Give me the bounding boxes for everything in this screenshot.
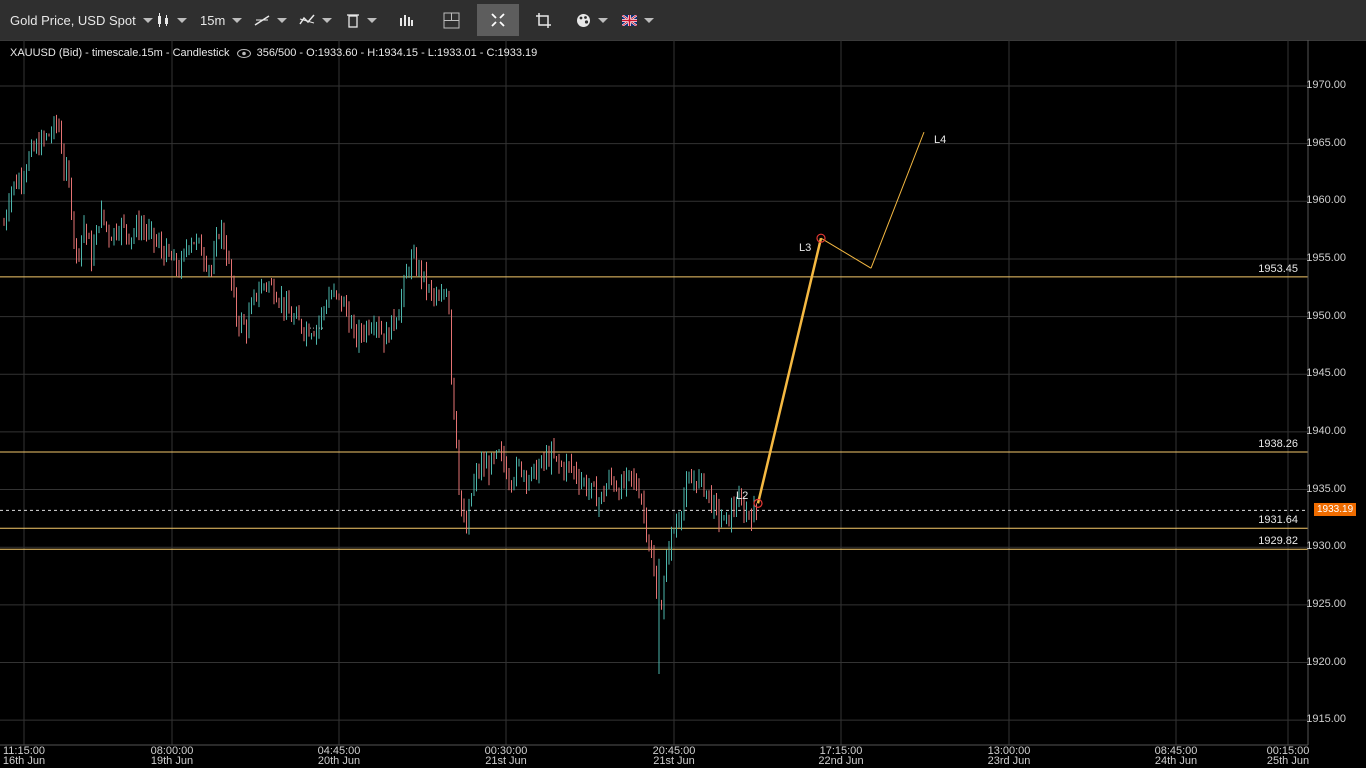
candlestick-series [3,114,757,675]
delete-button[interactable] [346,4,377,36]
x-tick-date: 23rd Jun [987,755,1031,767]
chevron-down-icon [367,17,377,23]
y-tick-label: 1925.00 [1306,597,1346,610]
x-tick-time: 13:00:00 [987,745,1031,757]
chevron-down-icon [598,17,608,23]
y-tick-label: 1950.00 [1306,309,1346,322]
bar-chart-icon [400,15,413,26]
y-tick-label: 1945.00 [1306,367,1346,380]
x-tick-date: 22nd Jun [818,755,864,767]
y-tick-label: 1935.00 [1306,482,1346,495]
candlestick-icon [158,13,168,27]
chart-grid [0,40,1308,745]
x-tick-label: 17:15:00 22nd Jun [801,745,881,767]
ohlc-values: 356/500 - O:1933.60 - H:1934.15 - L:1933… [256,47,538,59]
level-label: 1929.82 [1258,535,1298,548]
y-tick-label: 1940.00 [1306,424,1346,437]
y-tick-label: 1960.00 [1306,194,1346,207]
chart-info-line: XAUUSD (Bid) - timescale.15m - Candlesti… [10,47,537,59]
x-tick-label: 04:45:00 20th Jun [299,745,379,767]
chevron-down-icon [232,17,243,23]
x-tick-date: 19th Jun [150,755,194,767]
projection-segment[interactable] [756,237,823,504]
volume-button[interactable] [399,4,413,36]
chevron-down-icon [277,17,287,23]
draw-line-icon [254,15,270,26]
fullscreen-button[interactable] [477,4,519,36]
crosshair-icon [443,12,460,28]
chevron-down-icon [142,17,153,23]
crosshair-button[interactable] [443,4,460,36]
projection-label: L2 [736,490,749,503]
x-tick-time: 17:15:00 [819,745,863,757]
fullscreen-icon [491,13,505,27]
x-tick-time: 08:45:00 [1154,745,1198,757]
palette-icon [577,13,590,27]
x-tick-time: 20:45:00 [652,745,696,757]
projection-handle[interactable] [816,233,826,243]
timeframe-label: 15m [200,12,226,28]
projection-segment[interactable] [870,131,925,269]
y-tick-label: 1970.00 [1306,79,1346,91]
symbol-label: XAUUSD (Bid) - timescale.15m - Candlesti… [10,47,230,59]
instrument-selector[interactable]: Gold Price, USD Spot [10,4,153,36]
flag-uk-icon [622,14,637,26]
chart-type-button[interactable] [156,4,187,36]
x-tick-date: 20th Jun [317,755,361,767]
x-tick-date: 24th Jun [1154,755,1198,767]
projection-handle[interactable] [753,498,763,508]
screenshot-icon [536,12,551,28]
x-tick-label: 13:00:00 23rd Jun [969,745,1049,767]
theme-button[interactable] [576,4,608,36]
chevron-down-icon [322,17,332,23]
x-tick-date: 21st Jun [485,755,527,767]
y-tick-label: 1955.00 [1306,251,1346,264]
projection-lines[interactable] [753,131,925,508]
eye-icon[interactable] [236,48,251,58]
x-tick-time: 11:15:00 [2,745,45,757]
x-tick-date: 21st Jun [653,755,695,767]
chevron-down-icon [644,17,654,23]
x-tick-label: 11:15:00 16th Jun [0,745,64,767]
projection-segment[interactable] [820,237,872,269]
x-tick-label: 20:45:00 21st Jun [634,745,714,767]
x-tick-label: 08:00:00 19th Jun [132,745,212,767]
horizontal-levels [0,276,1308,550]
y-tick-label: 1930.00 [1306,540,1346,553]
indicator-button[interactable] [299,4,332,36]
y-tick-label: 1965.00 [1306,136,1346,149]
x-tick-time: 08:00:00 [150,745,194,757]
price-chart[interactable] [0,40,1366,768]
x-tick-label: 08:45:00 24th Jun [1136,745,1216,767]
language-button[interactable] [622,4,654,36]
current-price-badge: 1933.19 [1314,503,1357,517]
level-label: 1938.26 [1258,437,1298,450]
instrument-label: Gold Price, USD Spot [10,12,136,28]
level-label: 1953.45 [1258,262,1298,275]
timeframe-selector[interactable]: 15m [200,4,243,36]
projection-label: L3 [799,242,812,255]
x-tick-label: 00:15:00 25th Jun [1248,745,1328,767]
x-tick-date: 25th Jun [1266,755,1310,767]
x-tick-time: 00:30:00 [484,745,528,757]
indicator-icon [299,14,315,25]
draw-line-button[interactable] [254,4,287,36]
toolbar: Gold Price, USD Spot 15m [0,0,1366,41]
chevron-down-icon [177,17,187,23]
screenshot-button[interactable] [536,4,551,36]
level-label: 1931.64 [1258,514,1298,527]
trash-icon [347,14,359,28]
x-tick-time: 04:45:00 [317,745,361,757]
projection-label: L4 [934,134,947,147]
y-tick-label: 1920.00 [1306,655,1346,668]
x-tick-date: 16th Jun [2,755,46,767]
x-tick-label: 00:30:00 21st Jun [466,745,546,767]
x-tick-time: 00:15:00 [1266,745,1310,757]
y-tick-label: 1915.00 [1306,713,1346,726]
